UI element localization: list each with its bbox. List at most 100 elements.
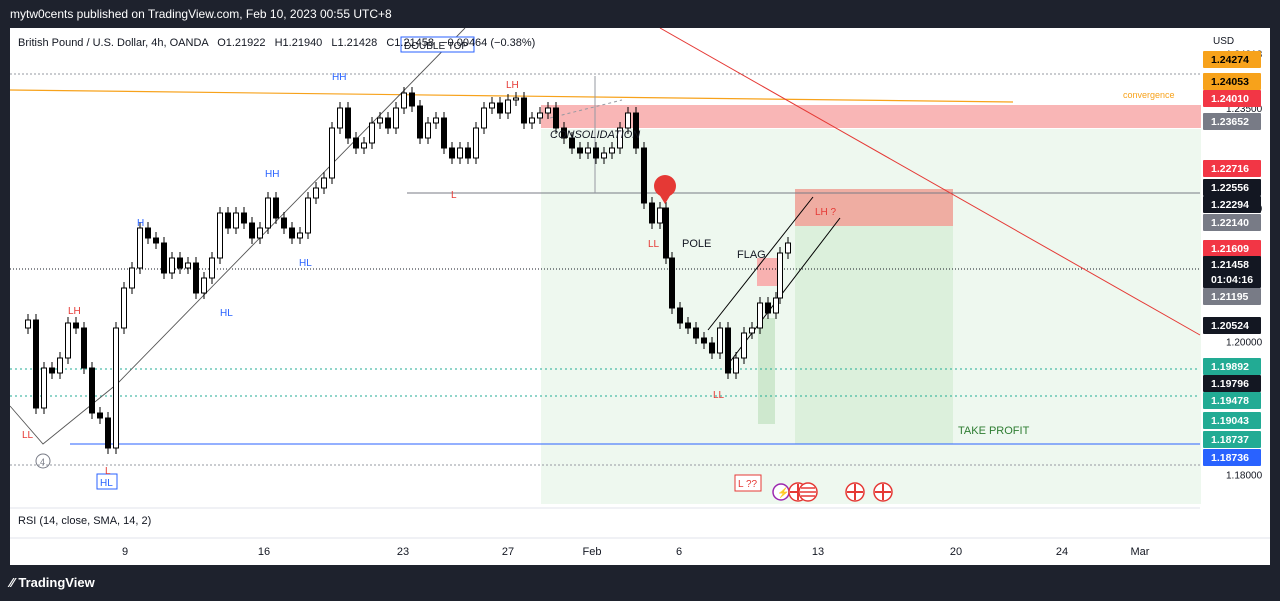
candlestick-series [25, 87, 791, 454]
drop-marker-tip-icon [659, 194, 671, 204]
candle-body [281, 217, 287, 229]
price-badge [1203, 51, 1261, 68]
flag-target-zone [795, 226, 953, 444]
uptrend-wedge-lines [10, 28, 466, 445]
label-l-1: L [451, 190, 457, 201]
tradingview-logo[interactable]: ⁄⁄ TradingView [10, 575, 95, 590]
candle-body [265, 197, 271, 229]
candle-body [663, 207, 669, 259]
tradingview-mark-icon: ⁄⁄ [10, 575, 15, 590]
candle-body [585, 147, 591, 154]
label-lh-2: LH [68, 306, 81, 317]
price-badge [1203, 73, 1261, 90]
candle-body [513, 97, 519, 101]
candle-body [609, 147, 615, 154]
price-axis-badges: 1.24274 1.24053 1.24010 1.23652 1.22716 1.225… [1203, 51, 1261, 466]
event-icons[interactable]: ⚡ [772, 482, 893, 502]
symbol-line: British Pound / U.S. Dollar, 4h, OANDA [18, 37, 209, 49]
candle-body [377, 117, 383, 124]
red-trendline [659, 28, 1201, 336]
price-badge-label: 1.21458 [1211, 259, 1249, 271]
currency-label: USD [1213, 36, 1234, 47]
candle-body [233, 212, 239, 229]
candle-body [749, 327, 755, 334]
candle-body [449, 147, 455, 159]
ohlc-low: L1.21428 [331, 37, 377, 49]
price-badge-label: 1.24010 [1211, 93, 1249, 105]
label-lh-1: LH [506, 80, 519, 91]
price-badge-label: 1.19796 [1211, 378, 1249, 390]
price-tick-label: 1.18000 [1226, 471, 1263, 482]
drop-marker-icon[interactable] [654, 175, 676, 197]
price-badge-label: 1.24053 [1211, 76, 1249, 88]
candle-body [393, 107, 399, 129]
time-axis-label: 6 [676, 546, 682, 558]
candle-body [273, 197, 279, 219]
price-badge [1203, 271, 1261, 288]
candle-body [785, 242, 791, 254]
label-hh-1: HH [332, 72, 346, 83]
candle-body [321, 177, 327, 189]
candle-body [249, 222, 255, 239]
price-badge-label: 1.20524 [1211, 320, 1249, 332]
price-badge-label: 1.19892 [1211, 361, 1249, 373]
candle-body [693, 327, 699, 339]
candle-body [601, 152, 607, 159]
candle-body [529, 117, 535, 124]
label-hl-box [96, 473, 118, 490]
label-l-2: L [105, 466, 111, 477]
candle-body [297, 232, 303, 239]
candle-body [369, 122, 375, 144]
candle-body [441, 117, 447, 149]
label-double-top: DOUBLE TOP [404, 41, 468, 52]
candle-body [209, 257, 215, 279]
price-tick-label: 1.20000 [1226, 337, 1263, 348]
label-l-question: L ?? [738, 479, 758, 490]
candle-body [489, 102, 495, 109]
candle-body [725, 327, 731, 374]
candle-body [649, 202, 655, 224]
label-pole: POLE [682, 238, 711, 250]
l-question-box [734, 474, 762, 492]
time-axis[interactable]: 9 16 23 27 Feb 6 13 20 24 Mar [122, 546, 1150, 558]
ohlc-open: O1.21922 [217, 37, 265, 49]
candle-body [217, 212, 223, 259]
time-axis-label: 24 [1056, 546, 1068, 558]
candle-body [113, 327, 119, 449]
candle-body [57, 357, 63, 374]
candle-body [289, 227, 295, 239]
time-axis-label: 27 [502, 546, 514, 558]
candle-body [457, 147, 463, 159]
candle-body [625, 112, 631, 129]
circled-number-icon [35, 453, 51, 469]
label-consolidation: CONSOLIDATION [550, 129, 640, 141]
price-badge [1203, 196, 1261, 213]
candle-body [257, 227, 263, 239]
candle-body [733, 357, 739, 374]
price-badge [1203, 375, 1261, 392]
price-badge-label: 1.18736 [1211, 452, 1249, 464]
candle-body [757, 302, 763, 329]
candle-body [145, 227, 151, 239]
candle-body [129, 267, 135, 289]
orange-trendline [10, 89, 1014, 103]
candle-body [577, 147, 583, 154]
label-hh-2: HH [265, 169, 279, 180]
candle-body [709, 342, 715, 354]
price-badge-label: 1.22716 [1211, 163, 1249, 175]
candle-body [773, 297, 779, 314]
candle-body [569, 137, 575, 149]
candle-body [553, 107, 559, 129]
candle-body [97, 412, 103, 419]
price-badge-label: 1.19478 [1211, 395, 1249, 407]
price-chart[interactable]: HH HH H HL HL HL LH LH LL LL LL L L DOUB… [10, 28, 1270, 565]
footer-brand: TradingView [18, 575, 95, 590]
candle-body [473, 127, 479, 159]
candle-body [137, 227, 143, 269]
label-lh-question: LH ? [815, 207, 837, 218]
ohlc-close: C1.21458 [386, 37, 434, 49]
ohlc-change: −0.00464 (−0.38%) [441, 37, 535, 49]
price-badge-label: 01:04:16 [1211, 274, 1253, 286]
label-ll-2: LL [648, 239, 660, 250]
chart-panel[interactable]: HH HH H HL HL HL LH LH LL LL LL L L DOUB… [10, 28, 1270, 565]
